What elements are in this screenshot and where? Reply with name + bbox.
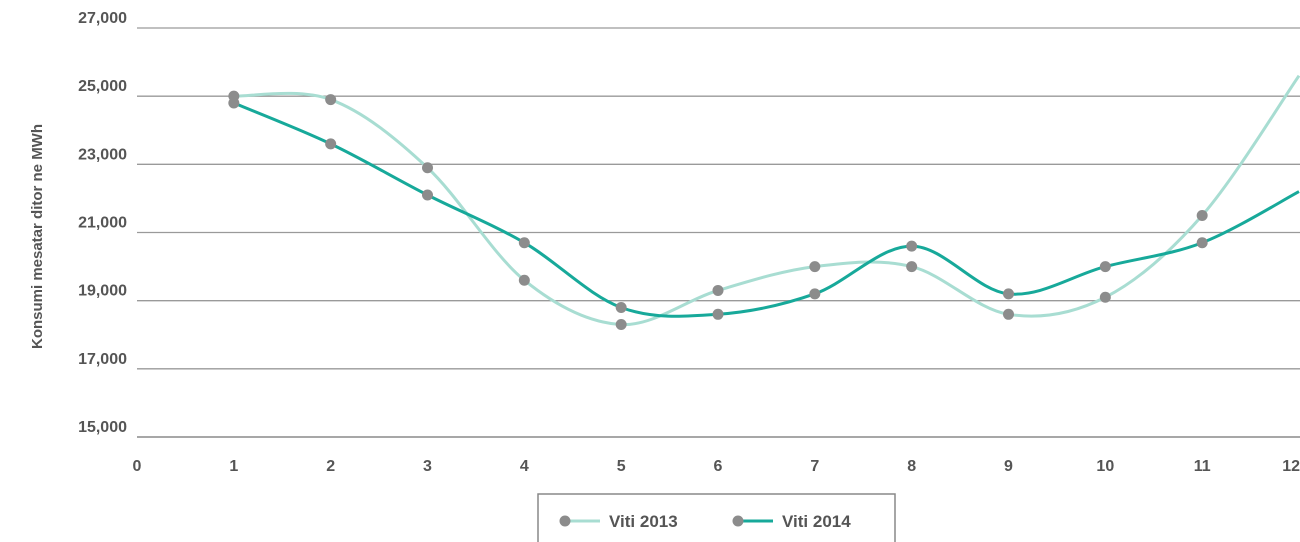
x-tick-label: 10 bbox=[1096, 458, 1114, 475]
legend-label: Viti 2014 bbox=[782, 512, 851, 531]
y-axis-ticks: 15,000 17,000 19,000 21,000 23,000 25,000 27,0… bbox=[78, 10, 127, 436]
x-tick-label: 2 bbox=[326, 458, 335, 475]
x-tick-label: 0 bbox=[133, 458, 142, 475]
y-tick-label: 15,000 bbox=[78, 419, 127, 436]
x-tick-label: 11 bbox=[1194, 458, 1211, 475]
y-tick-label: 23,000 bbox=[78, 146, 127, 163]
data-point bbox=[422, 189, 433, 201]
data-point bbox=[712, 308, 724, 320]
series-line bbox=[233, 74, 1300, 327]
data-point bbox=[615, 301, 627, 313]
y-tick-label: 17,000 bbox=[78, 351, 127, 368]
x-tick-label: 4 bbox=[520, 458, 529, 475]
data-point bbox=[1003, 308, 1014, 320]
series-points bbox=[228, 90, 1208, 331]
x-tick-label: 8 bbox=[907, 458, 916, 475]
data-point bbox=[325, 94, 337, 106]
series-line bbox=[233, 101, 1300, 318]
legend-swatch-marker bbox=[559, 515, 571, 527]
legend: Viti 2013 Viti 2014 bbox=[537, 493, 896, 542]
data-point bbox=[518, 237, 530, 249]
x-tick-label: 6 bbox=[714, 458, 723, 475]
y-axis-label: Konsumi mesatar ditor ne MWh bbox=[29, 124, 46, 349]
x-tick-label: 5 bbox=[617, 458, 626, 475]
data-point bbox=[809, 261, 821, 273]
data-point bbox=[325, 138, 337, 150]
data-point bbox=[422, 162, 433, 174]
x-tick-label: 9 bbox=[1004, 458, 1013, 475]
x-tick-label: 7 bbox=[810, 458, 819, 475]
legend-box bbox=[537, 493, 896, 542]
x-tick-label: 3 bbox=[423, 458, 432, 475]
legend-swatch-marker bbox=[732, 515, 744, 527]
data-point bbox=[1003, 288, 1014, 300]
data-point bbox=[1099, 291, 1111, 303]
data-point bbox=[1099, 261, 1111, 273]
y-tick-label: 21,000 bbox=[78, 215, 127, 232]
data-point bbox=[906, 261, 918, 273]
y-tick-label: 19,000 bbox=[78, 283, 127, 300]
data-point bbox=[518, 274, 530, 286]
data-point bbox=[1196, 209, 1208, 221]
x-tick-label: 12 bbox=[1282, 458, 1300, 475]
data-point bbox=[228, 97, 240, 109]
x-tick-label: 1 bbox=[229, 458, 238, 475]
legend-items: Viti 2013 Viti 2014 bbox=[559, 512, 851, 531]
data-point bbox=[1196, 237, 1208, 249]
data-point bbox=[906, 240, 918, 252]
data-point bbox=[809, 288, 821, 300]
legend-label: Viti 2013 bbox=[609, 512, 678, 531]
series-lines bbox=[233, 74, 1300, 327]
x-axis-ticks: 0 1 2 3 4 5 6 7 8 9 10 11 12 bbox=[133, 458, 1300, 475]
y-tick-label: 27,000 bbox=[78, 10, 127, 27]
data-point bbox=[712, 284, 724, 296]
y-tick-label: 25,000 bbox=[78, 78, 127, 95]
data-point bbox=[615, 319, 627, 331]
